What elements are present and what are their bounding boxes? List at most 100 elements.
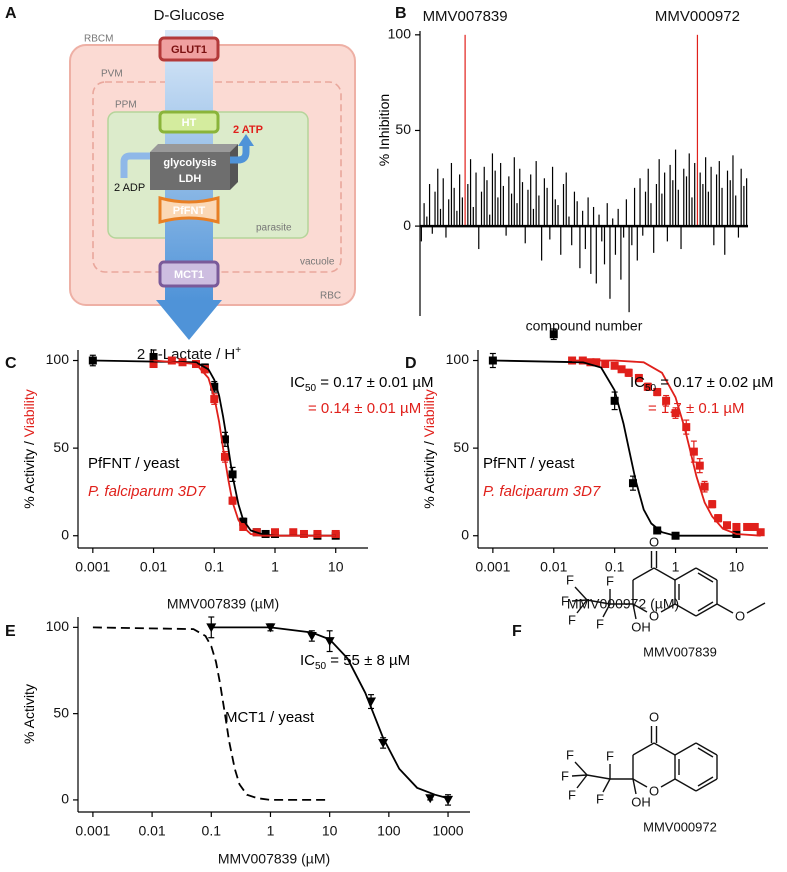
bar	[538, 195, 540, 227]
bar	[568, 216, 570, 227]
marker	[200, 365, 209, 374]
fit-line	[153, 359, 336, 537]
bar	[420, 226, 422, 242]
fit-line	[211, 626, 449, 800]
atom: O	[649, 709, 659, 724]
bar	[612, 218, 614, 227]
atom: F	[568, 612, 576, 627]
atom: O	[649, 534, 659, 549]
marker	[206, 623, 217, 633]
y-axis-label-part: % Inhibition	[376, 94, 392, 166]
structures-f: F O O OH F F F F F O MMV007839 O O OH F …	[512, 534, 766, 834]
y-tick-label: 50	[53, 704, 69, 720]
bar	[480, 191, 483, 227]
bar	[636, 226, 638, 261]
annotation: IC50 = 0.17 ± 0.01 µM	[290, 374, 433, 394]
bar	[721, 187, 723, 227]
bar	[505, 226, 507, 236]
bar	[472, 206, 474, 227]
enzyme-label: glycolysis	[163, 157, 216, 169]
membrane-label: RBCM	[84, 34, 113, 45]
marker	[756, 528, 765, 537]
x-tick-label: 1	[271, 559, 279, 575]
bar	[428, 184, 431, 227]
y-axis-label-part: % Activity /	[21, 437, 37, 509]
bar	[713, 226, 715, 246]
marker	[149, 360, 158, 369]
flux-arrow	[156, 300, 222, 340]
highlight-label: MMV007839	[423, 8, 508, 25]
bar	[571, 226, 573, 246]
marker	[610, 361, 619, 370]
marker	[271, 528, 280, 537]
bar	[710, 166, 712, 227]
marker	[750, 522, 759, 531]
bar	[551, 166, 554, 227]
bar	[464, 34, 466, 227]
highlight-label: MMV000972	[655, 8, 740, 25]
bar	[705, 157, 707, 227]
enzyme-box	[230, 144, 238, 190]
y-tick-label: 0	[61, 791, 69, 807]
adp-label: 2 ADP	[114, 182, 145, 194]
bar	[489, 214, 491, 227]
bar	[625, 199, 627, 227]
marker	[601, 360, 610, 369]
molecule-name: MMV007839	[643, 644, 717, 659]
bar	[598, 214, 600, 227]
molecule: O O OH F F F F F MMV000972	[561, 709, 718, 834]
marker	[714, 514, 723, 523]
marker	[671, 409, 680, 418]
x-tick-label: 10	[322, 823, 338, 839]
marker	[695, 461, 704, 470]
bar	[508, 176, 510, 227]
x-tick-label: 0.001	[75, 823, 110, 839]
y-tick-label: 50	[395, 121, 411, 137]
bar	[576, 201, 578, 227]
annotation-text: IC	[290, 374, 305, 391]
bar	[718, 161, 720, 227]
marker	[624, 368, 633, 377]
x-tick-label: 0.1	[605, 559, 625, 575]
marker	[653, 388, 662, 397]
marker	[643, 382, 652, 391]
panel-label: A	[5, 5, 17, 22]
transporter	[158, 36, 220, 62]
fit-line	[92, 626, 330, 801]
marker	[313, 529, 322, 538]
bar	[655, 184, 658, 227]
bar	[560, 226, 562, 255]
transporter-label: HT	[182, 117, 197, 129]
bar	[549, 226, 551, 240]
bar	[519, 168, 521, 227]
y-tick-label: 0	[61, 526, 69, 542]
bar	[530, 174, 532, 227]
bar	[535, 161, 537, 227]
marker	[610, 396, 619, 405]
diagram-a: A D-Glucose RBCM PVM PPM GLUT1 HT PfFNT …	[5, 5, 356, 363]
bar	[592, 206, 595, 227]
bar	[500, 162, 502, 227]
bar	[691, 197, 693, 227]
atom: F	[566, 572, 574, 587]
x-tick-label: 100	[377, 823, 401, 839]
marker	[682, 423, 691, 432]
marker	[220, 435, 229, 444]
enzyme-box	[150, 144, 238, 152]
marker	[289, 528, 298, 537]
bar	[628, 226, 630, 313]
bar	[573, 191, 576, 227]
y-tick-label: 0	[461, 526, 469, 542]
bar	[491, 153, 494, 227]
enzyme-box	[150, 152, 230, 190]
x-tick-label: 0.01	[140, 559, 167, 575]
marker	[628, 479, 637, 488]
annotation-text: = 1.7 ± 0.1 µM	[648, 400, 745, 417]
panel-label: F	[512, 623, 522, 640]
bar	[683, 168, 685, 227]
bar	[707, 191, 709, 227]
transporter-label: PfFNT	[173, 205, 206, 217]
marker	[662, 396, 671, 405]
x-axis-label: MMV007839 (µM)	[218, 851, 330, 867]
bar	[431, 226, 433, 234]
